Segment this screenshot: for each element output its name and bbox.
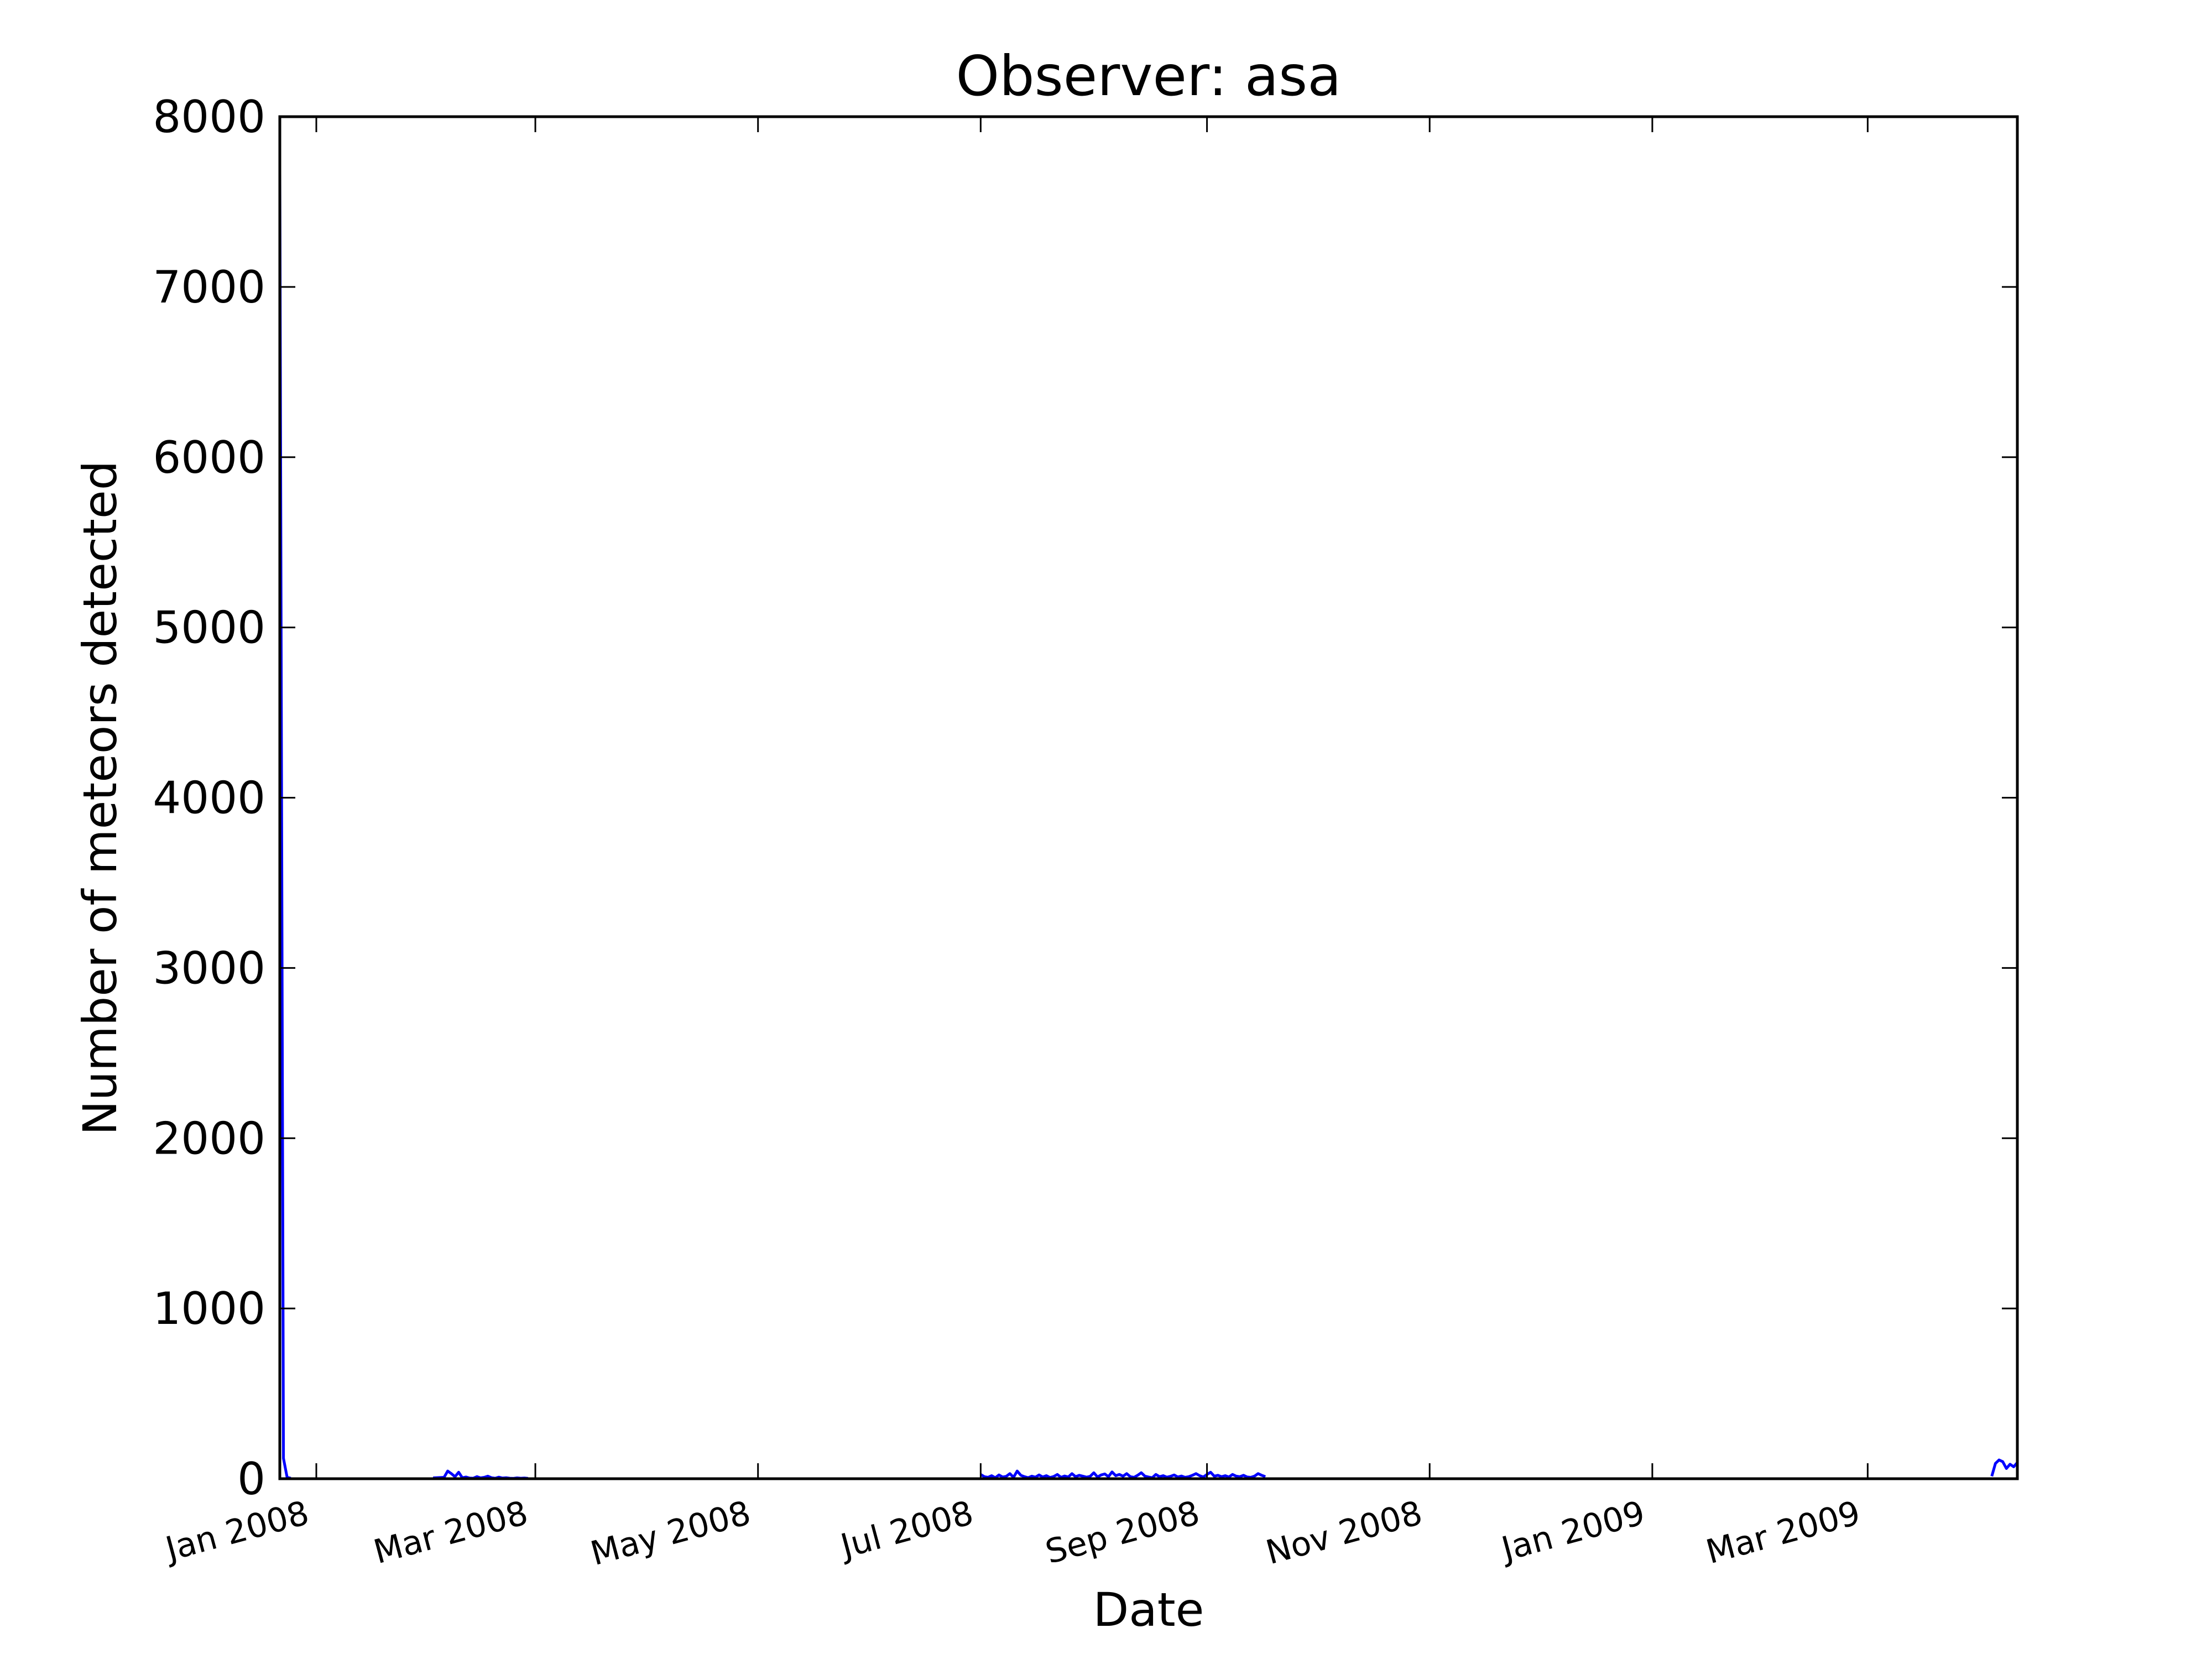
y-tick-label: 8000 — [153, 91, 265, 143]
y-tick-label: 6000 — [153, 432, 265, 483]
y-axis-title: Number of meteors detected — [73, 461, 127, 1135]
y-tick-label: 0 — [237, 1453, 265, 1505]
y-tick-label: 3000 — [153, 942, 265, 994]
chart-title: Observer: asa — [956, 44, 1341, 108]
x-axis-title: Date — [1093, 1583, 1204, 1637]
y-tick-label: 7000 — [153, 262, 265, 313]
y-tick-label: 2000 — [153, 1113, 265, 1164]
series-line — [1990, 1458, 2018, 1477]
y-tick-label: 4000 — [153, 773, 265, 824]
plot-area-frame — [278, 115, 2019, 1480]
y-tick-label: 1000 — [153, 1283, 265, 1334]
y-tick-label: 5000 — [153, 602, 265, 654]
